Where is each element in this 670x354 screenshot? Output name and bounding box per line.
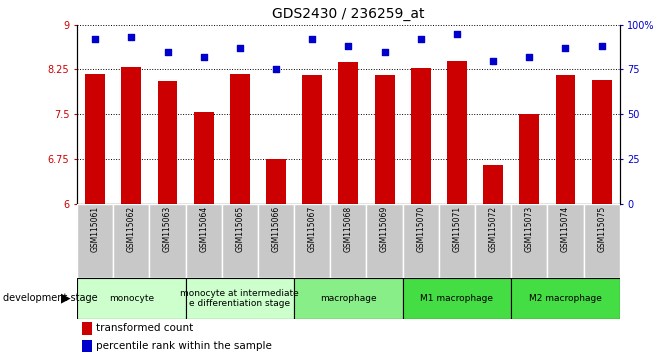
Text: ▶: ▶ <box>61 292 70 305</box>
Bar <box>547 204 584 278</box>
Bar <box>258 204 294 278</box>
Text: GSM115062: GSM115062 <box>127 206 136 252</box>
Text: transformed count: transformed count <box>96 323 193 333</box>
Bar <box>266 159 286 204</box>
Bar <box>294 204 330 278</box>
Point <box>162 49 173 55</box>
Bar <box>403 278 511 319</box>
Point <box>234 45 245 51</box>
Bar <box>375 75 395 204</box>
Text: monocyte: monocyte <box>109 294 154 303</box>
Bar <box>338 62 358 204</box>
Text: GSM115075: GSM115075 <box>597 206 606 252</box>
Point <box>488 58 498 63</box>
Bar <box>330 204 366 278</box>
Bar <box>82 322 92 335</box>
Text: GSM115063: GSM115063 <box>163 206 172 252</box>
Text: development stage: development stage <box>3 293 98 303</box>
Point <box>307 36 318 42</box>
Text: GSM115068: GSM115068 <box>344 206 353 252</box>
Bar <box>121 67 141 204</box>
Point <box>126 34 137 40</box>
Text: GSM115073: GSM115073 <box>525 206 534 252</box>
Bar <box>483 165 503 204</box>
Bar <box>511 278 620 319</box>
Text: monocyte at intermediate
e differentiation stage: monocyte at intermediate e differentiati… <box>180 289 299 308</box>
Bar <box>77 204 113 278</box>
Bar <box>149 204 186 278</box>
Text: macrophage: macrophage <box>320 294 377 303</box>
Bar <box>447 61 467 204</box>
Point <box>560 45 571 51</box>
Bar <box>366 204 403 278</box>
Bar <box>222 204 258 278</box>
Text: GSM115064: GSM115064 <box>199 206 208 252</box>
Bar <box>186 204 222 278</box>
Text: GSM115066: GSM115066 <box>271 206 281 252</box>
Bar <box>302 75 322 204</box>
Text: GSM115070: GSM115070 <box>416 206 425 252</box>
Bar <box>439 204 475 278</box>
Text: GSM115067: GSM115067 <box>308 206 317 252</box>
Bar <box>403 204 439 278</box>
Bar <box>519 114 539 204</box>
Point <box>90 36 100 42</box>
Bar <box>82 340 92 352</box>
Text: GSM115069: GSM115069 <box>380 206 389 252</box>
Text: percentile rank within the sample: percentile rank within the sample <box>96 341 272 351</box>
Text: GSM115065: GSM115065 <box>235 206 245 252</box>
Bar <box>411 68 431 204</box>
Point <box>415 36 426 42</box>
Point <box>379 49 390 55</box>
Point <box>271 67 281 72</box>
Bar <box>592 80 612 204</box>
Text: GSM115072: GSM115072 <box>488 206 498 252</box>
Bar <box>85 74 105 204</box>
Bar <box>77 278 186 319</box>
Text: GSM115074: GSM115074 <box>561 206 570 252</box>
Title: GDS2430 / 236259_at: GDS2430 / 236259_at <box>272 7 425 21</box>
Bar <box>584 204 620 278</box>
Bar <box>194 112 214 204</box>
Bar <box>511 204 547 278</box>
Text: M1 macrophage: M1 macrophage <box>421 294 493 303</box>
Bar <box>475 204 511 278</box>
Bar <box>157 81 178 204</box>
Bar <box>230 74 250 204</box>
Bar <box>555 75 576 204</box>
Bar <box>113 204 149 278</box>
Text: M2 macrophage: M2 macrophage <box>529 294 602 303</box>
Text: GSM115071: GSM115071 <box>452 206 462 252</box>
Bar <box>294 278 403 319</box>
Point <box>343 44 354 49</box>
Bar <box>186 278 294 319</box>
Point <box>198 54 209 60</box>
Point <box>524 54 535 60</box>
Point <box>596 44 607 49</box>
Text: GSM115061: GSM115061 <box>90 206 100 252</box>
Point <box>452 31 462 36</box>
